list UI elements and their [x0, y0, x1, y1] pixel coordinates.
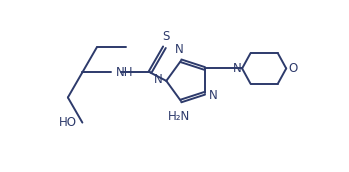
Text: N: N: [154, 73, 162, 86]
Text: NH: NH: [116, 66, 133, 79]
Text: N: N: [209, 89, 217, 101]
Text: O: O: [288, 62, 297, 75]
Text: N: N: [175, 43, 184, 56]
Text: N: N: [233, 62, 242, 75]
Text: S: S: [162, 30, 170, 43]
Text: H₂N: H₂N: [168, 110, 190, 122]
Text: HO: HO: [59, 116, 77, 129]
